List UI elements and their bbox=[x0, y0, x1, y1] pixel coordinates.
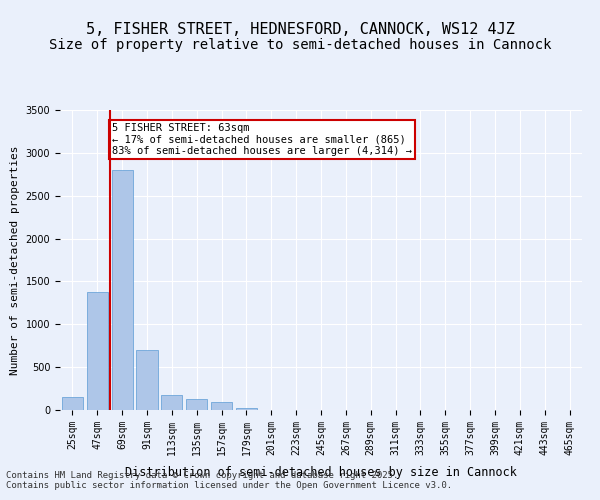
Text: 5 FISHER STREET: 63sqm
← 17% of semi-detached houses are smaller (865)
83% of se: 5 FISHER STREET: 63sqm ← 17% of semi-det… bbox=[112, 123, 412, 156]
Text: Contains HM Land Registry data © Crown copyright and database right 2025.
Contai: Contains HM Land Registry data © Crown c… bbox=[6, 470, 452, 490]
Bar bbox=[112, 170, 133, 410]
Bar bbox=[87, 292, 108, 410]
Text: 5, FISHER STREET, HEDNESFORD, CANNOCK, WS12 4JZ: 5, FISHER STREET, HEDNESFORD, CANNOCK, W… bbox=[86, 22, 514, 38]
Bar bbox=[62, 397, 83, 410]
Bar bbox=[211, 402, 232, 410]
X-axis label: Distribution of semi-detached houses by size in Cannock: Distribution of semi-detached houses by … bbox=[125, 466, 517, 479]
Y-axis label: Number of semi-detached properties: Number of semi-detached properties bbox=[10, 145, 20, 375]
Bar bbox=[236, 408, 257, 410]
Bar bbox=[161, 395, 182, 410]
Text: Size of property relative to semi-detached houses in Cannock: Size of property relative to semi-detach… bbox=[49, 38, 551, 52]
Bar bbox=[186, 399, 207, 410]
Bar bbox=[136, 350, 158, 410]
